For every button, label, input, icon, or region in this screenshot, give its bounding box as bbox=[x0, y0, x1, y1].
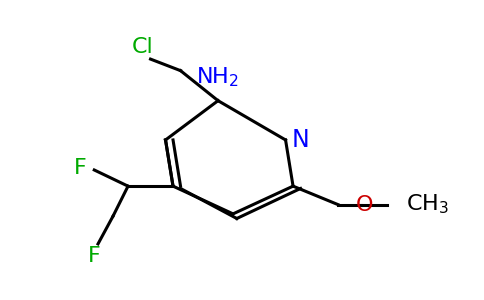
Text: N: N bbox=[291, 128, 309, 152]
Text: Cl: Cl bbox=[132, 37, 154, 57]
Text: F: F bbox=[74, 158, 87, 178]
Text: F: F bbox=[88, 246, 101, 266]
Text: O: O bbox=[356, 195, 373, 214]
Text: NH$_2$: NH$_2$ bbox=[197, 65, 240, 89]
Text: CH$_3$: CH$_3$ bbox=[406, 193, 449, 216]
